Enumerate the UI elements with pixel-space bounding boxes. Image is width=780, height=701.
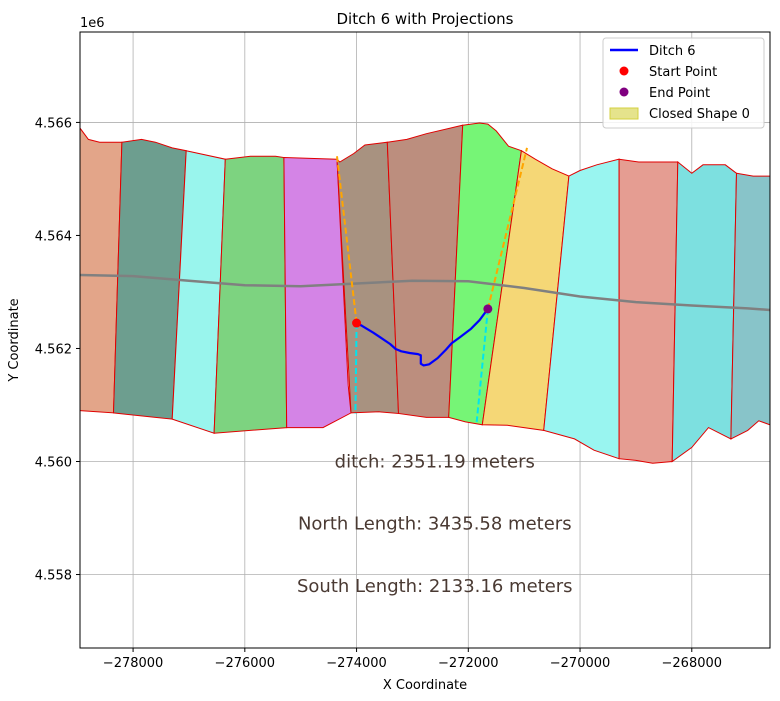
y-tick-label-2: 4.562 — [35, 342, 72, 357]
end-point-marker — [483, 304, 493, 314]
annotation-1: North Length: 3435.58 meters — [298, 514, 572, 535]
x-tick-label-1: −276000 — [215, 656, 276, 671]
y-tick-label-3: 4.564 — [35, 229, 72, 244]
closed-shape-11 — [671, 160, 738, 463]
legend: Ditch 6 Start Point End Point Closed Shape … — [602, 37, 765, 129]
closed-shapes — [80, 122, 770, 464]
annotations: ditch: 2351.19 meters North Length: 3435.… — [297, 452, 573, 597]
data-lines — [80, 147, 770, 422]
center-line — [80, 273, 770, 312]
ditch-line — [356, 308, 489, 367]
annotation-0: ditch: 2351.19 meters — [335, 452, 535, 473]
chart-title: Ditch 6 with Projections — [336, 10, 513, 28]
closed-shape-10 — [618, 158, 679, 464]
x-tick-label-2: −274000 — [326, 656, 387, 671]
projection-line-2 — [486, 147, 528, 310]
x-tick-label-3: −272000 — [438, 656, 499, 671]
legend-swatch-3 — [609, 107, 639, 120]
plot-frame — [79, 31, 771, 649]
projection-line-1 — [354, 322, 358, 414]
x-axis-label: X Coordinate — [383, 678, 467, 693]
closed-shape-12 — [730, 172, 770, 440]
y-axis-label: Y Coordinate — [7, 298, 22, 382]
x-axis-ticks: −278000 −276000 −274000 −272000 −270000 −2680… — [103, 648, 722, 671]
y-tick-label-1: 4.560 — [35, 456, 72, 471]
closed-shape-7 — [448, 122, 522, 426]
x-tick-label-0: −278000 — [103, 656, 164, 671]
legend-label-0: Ditch 6 — [649, 44, 696, 59]
legend-label-2: End Point — [649, 86, 710, 101]
y-offset-label: 1e6 — [80, 16, 105, 31]
x-tick-label-4: −270000 — [550, 656, 611, 671]
annotation-2: South Length: 2133.16 meters — [297, 576, 573, 597]
projection-line-0 — [336, 156, 358, 324]
legend-label-1: Start Point — [649, 65, 717, 80]
legend-swatch-2 — [619, 87, 629, 97]
legend-swatch-1 — [619, 66, 629, 76]
start-point-marker — [352, 318, 362, 328]
y-tick-label-4: 4.566 — [35, 116, 72, 131]
closed-shape-3 — [213, 155, 288, 434]
legend-box — [602, 37, 765, 129]
y-tick-label-0: 4.558 — [35, 569, 72, 584]
x-tick-label-5: −268000 — [662, 656, 723, 671]
legend-label-3: Closed Shape 0 — [649, 107, 750, 122]
projection-line-3 — [475, 308, 489, 422]
y-axis-ticks: 4.558 4.560 4.562 4.564 4.566 — [35, 116, 80, 584]
